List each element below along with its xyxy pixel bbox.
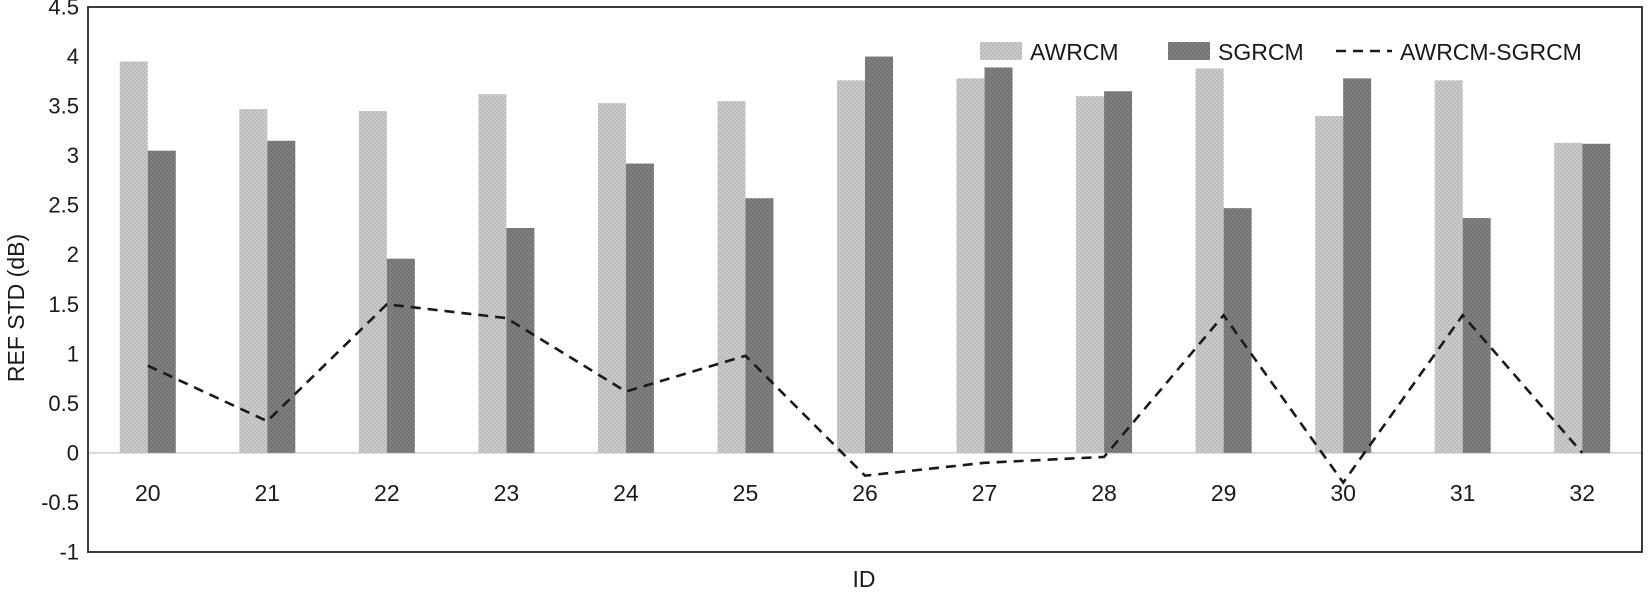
bar-awrcm-29	[1195, 68, 1224, 453]
bar-sgrcm-23	[506, 227, 535, 453]
y-tick-2.5: 2.5	[48, 193, 79, 218]
legend-swatch-awrcm	[980, 42, 1022, 60]
x-tick-28: 28	[1091, 480, 1117, 506]
legend-label-sgrcm: SGRCM	[1218, 39, 1304, 65]
x-tick-26: 26	[852, 480, 878, 506]
y-tick--1: -1	[59, 540, 79, 565]
y-tick-4: 4	[67, 44, 79, 69]
x-axis-tick-labels: 20 21 22 23 24 25 26 27 28 29 30 31 32	[135, 480, 1595, 506]
x-tick-20: 20	[135, 480, 161, 506]
bar-sgrcm-26	[865, 56, 893, 453]
legend-label-awrcm: AWRCM	[1030, 39, 1119, 65]
y-axis-title: REF STD (dB)	[3, 234, 29, 382]
y-tick--0.5: -0.5	[41, 490, 79, 515]
x-axis-title: ID	[853, 566, 876, 592]
bar-awrcm-25	[717, 101, 746, 453]
y-tick-2: 2	[67, 242, 79, 267]
x-tick-23: 23	[494, 480, 520, 506]
bar-awrcm-27	[956, 78, 985, 453]
y-tick-1: 1	[67, 341, 79, 366]
y-tick-3: 3	[67, 143, 79, 168]
legend-label-diff: AWRCM-SGRCM	[1400, 39, 1582, 65]
bar-sgrcm-24	[625, 163, 654, 453]
bar-sgrcm-27	[984, 67, 1013, 453]
y-tick-0: 0	[67, 440, 79, 465]
x-tick-27: 27	[972, 480, 998, 506]
bar-awrcm-28	[1076, 96, 1105, 453]
y-tick-1.5: 1.5	[48, 292, 79, 317]
bar-awrcm-24	[597, 103, 626, 453]
bar-sgrcm-32	[1582, 143, 1611, 453]
plot-frame	[87, 6, 1643, 553]
bar-awrcm-31	[1434, 80, 1463, 453]
bar-sgrcm-30	[1343, 78, 1372, 453]
bar-sgrcm-31	[1462, 218, 1491, 453]
bar-awrcm-30	[1315, 116, 1344, 453]
x-tick-21: 21	[255, 480, 281, 506]
legend: AWRCM SGRCM AWRCM-SGRCM	[980, 39, 1582, 65]
x-tick-24: 24	[613, 480, 639, 506]
x-tick-32: 32	[1569, 480, 1595, 506]
x-tick-25: 25	[733, 480, 759, 506]
y-tick-3.5: 3.5	[48, 94, 79, 119]
bar-sgrcm-21	[267, 140, 296, 453]
bar-awrcm-22	[358, 111, 387, 453]
y-axis-tick-labels: 4.5 4 3.5 3 2.5 2 1.5 1 0.5 0 -0.5 -1	[41, 0, 79, 565]
bar-awrcm-23	[478, 94, 507, 453]
bar-sgrcm-20	[147, 150, 176, 453]
bar-sgrcm-25	[745, 198, 774, 453]
bar-sgrcm-29	[1223, 208, 1252, 453]
y-tick-0.5: 0.5	[48, 391, 79, 416]
bar-awrcm-21	[239, 109, 268, 453]
bar-awrcm-26	[837, 80, 865, 453]
bar-sgrcm-28	[1104, 91, 1133, 453]
difference-dashed-line	[147, 302, 1584, 485]
x-tick-22: 22	[374, 480, 400, 506]
bar-sgrcm-22	[386, 258, 415, 453]
x-tick-31: 31	[1450, 480, 1476, 506]
bar-awrcm-32	[1554, 142, 1583, 453]
x-tick-30: 30	[1330, 480, 1356, 506]
bar-awrcm-20	[119, 61, 148, 453]
x-tick-29: 29	[1211, 480, 1237, 506]
bars-group	[119, 56, 1611, 453]
legend-swatch-sgrcm	[1168, 42, 1210, 60]
y-tick-4.5: 4.5	[48, 0, 79, 20]
